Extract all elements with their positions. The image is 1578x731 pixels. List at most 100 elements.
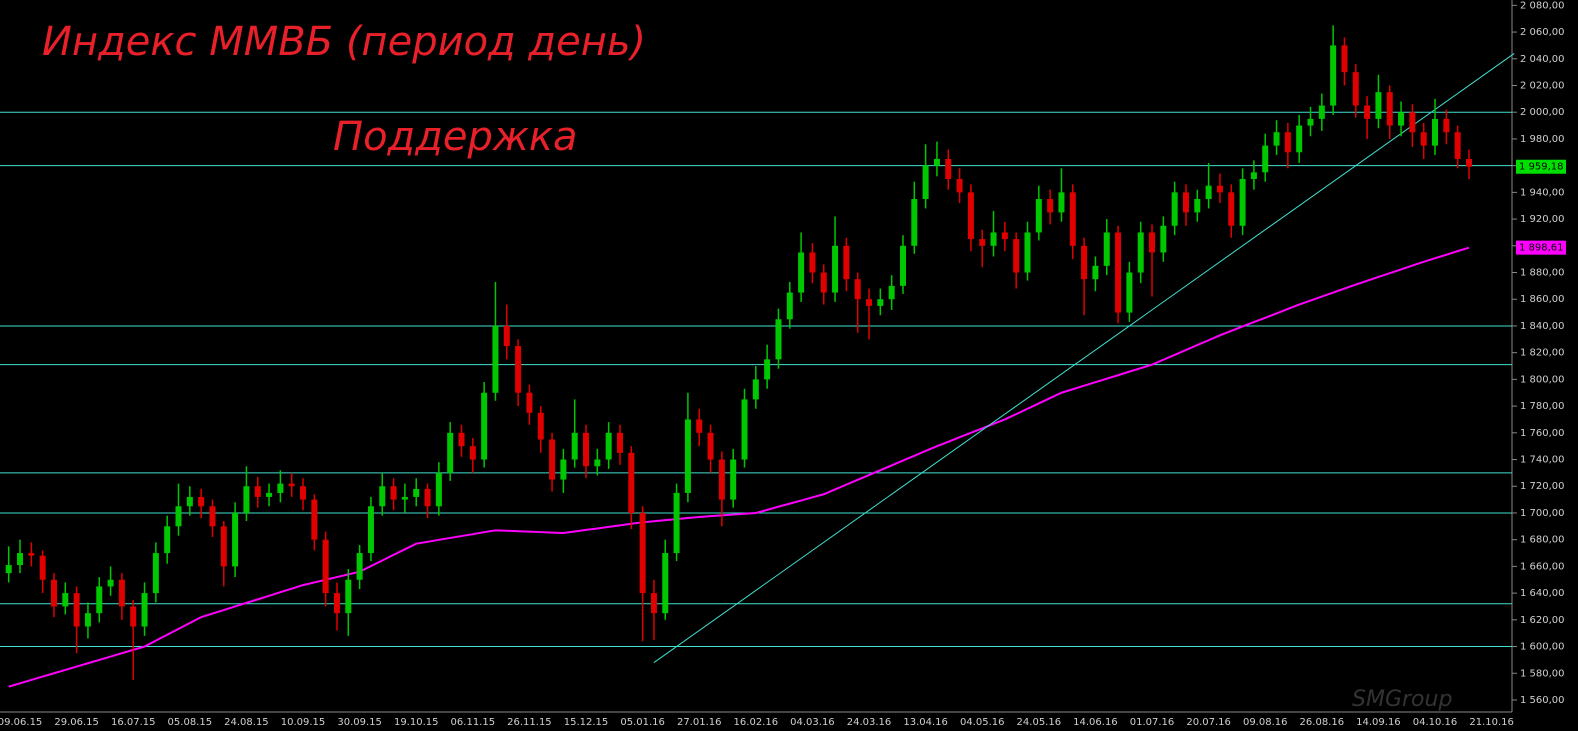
candle-body (990, 232, 997, 246)
candle-body (1013, 239, 1020, 273)
candle-body (1318, 105, 1325, 119)
y-tick-label: 1 880,00 (1520, 268, 1565, 279)
x-tick-label: 10.09.15 (281, 717, 326, 728)
candle-body (1171, 192, 1178, 226)
candle-body (198, 496, 205, 507)
candle-body (1262, 145, 1269, 173)
candle-body (1250, 172, 1257, 180)
candle-body (333, 593, 340, 614)
x-tick-label: 04.03.16 (790, 717, 835, 728)
x-tick-label: 30.09.15 (337, 717, 382, 728)
candle-body (1364, 105, 1371, 119)
candle-body (809, 252, 816, 273)
price-label: 1 898,61 (1519, 243, 1564, 254)
candle-body (1420, 132, 1427, 146)
candle-body (481, 392, 488, 460)
candle-body (243, 486, 250, 513)
candle-body (549, 439, 556, 480)
candle-body (616, 432, 623, 453)
candle-body (1443, 118, 1450, 133)
candle-body (175, 506, 182, 527)
x-tick-label: 21.10.16 (1469, 717, 1514, 728)
y-tick-label: 1 560,00 (1520, 695, 1565, 706)
candle-body (1465, 158, 1472, 167)
candle-body (1386, 92, 1393, 126)
candle-body (503, 325, 510, 346)
x-tick-label: 14.09.16 (1356, 717, 1401, 728)
candle-body (413, 488, 420, 497)
candle-body (1182, 192, 1189, 213)
candle-body (1341, 45, 1348, 73)
candle-body (1205, 185, 1212, 200)
y-tick-label: 1 680,00 (1520, 535, 1565, 546)
x-tick-label: 04.05.16 (960, 717, 1005, 728)
candle-body (1137, 232, 1144, 273)
candle-body (650, 593, 657, 614)
candle-body (526, 392, 533, 413)
candle-body (1047, 199, 1054, 213)
candle-body (967, 192, 974, 240)
x-tick-label: 20.07.16 (1186, 717, 1231, 728)
moving-average (8, 246, 1470, 688)
candle-body (583, 432, 590, 467)
candle-body (730, 459, 737, 500)
candle-body (1454, 132, 1461, 159)
candle-body (447, 432, 454, 473)
candle-body (220, 526, 227, 567)
candle-body (798, 252, 805, 293)
x-tick-label: 14.06.16 (1073, 717, 1118, 728)
y-tick-label: 1 840,00 (1520, 321, 1565, 332)
y-tick-label: 1 660,00 (1520, 561, 1565, 572)
y-tick-label: 1 700,00 (1520, 508, 1565, 519)
candle-body (515, 345, 522, 393)
candle-body (1307, 118, 1314, 126)
y-tick-label: 2 080,00 (1520, 0, 1565, 11)
price-label-box (1516, 240, 1566, 255)
candle-body (1284, 132, 1291, 153)
candle-body (956, 179, 963, 193)
candle-body (1001, 232, 1008, 240)
y-tick-label: 2 000,00 (1520, 107, 1565, 118)
x-tick-label: 26.11.15 (507, 717, 552, 728)
candle-body (356, 553, 363, 580)
candle-body (1149, 232, 1156, 253)
candle-body (888, 285, 895, 300)
x-tick-label: 05.08.15 (168, 717, 213, 728)
candle-body (843, 245, 850, 280)
candle-body (1398, 112, 1405, 126)
candle-body (662, 553, 669, 614)
watermark: SMGroup (1352, 687, 1452, 712)
x-tick-label: 09.08.16 (1243, 717, 1288, 728)
y-tick-label: 2 060,00 (1520, 27, 1565, 38)
x-tick-label: 27.01.16 (677, 717, 722, 728)
annotation: Поддержка (333, 114, 578, 160)
candle-body (911, 199, 918, 246)
candle-body (492, 325, 499, 393)
candle-body (1092, 265, 1099, 280)
candle-body (322, 539, 329, 594)
candle-body (300, 486, 307, 500)
candle-body (254, 486, 261, 497)
y-tick-label: 1 580,00 (1520, 668, 1565, 679)
candle-body (639, 512, 646, 594)
x-tick-label: 13.04.16 (903, 717, 948, 728)
candle-body (1239, 179, 1246, 226)
candle-body (84, 613, 91, 627)
candle-body (118, 579, 125, 607)
candle-body (390, 486, 397, 500)
x-tick-label: 04.10.16 (1413, 717, 1458, 728)
candle-body (628, 452, 635, 513)
candle-body (933, 158, 940, 166)
x-tick-label: 24.03.16 (847, 717, 892, 728)
candle-body (1375, 92, 1382, 119)
x-tick-label: 26.08.16 (1300, 717, 1345, 728)
candle-body (288, 483, 295, 487)
candle-body (1228, 192, 1235, 226)
candle-body (945, 158, 952, 180)
candle-body (141, 593, 148, 627)
candle-body (1103, 232, 1110, 266)
candle-body (152, 553, 159, 594)
y-tick-label: 1 860,00 (1520, 294, 1565, 305)
candle-body (764, 359, 771, 380)
y-tick-label: 1 620,00 (1520, 615, 1565, 626)
